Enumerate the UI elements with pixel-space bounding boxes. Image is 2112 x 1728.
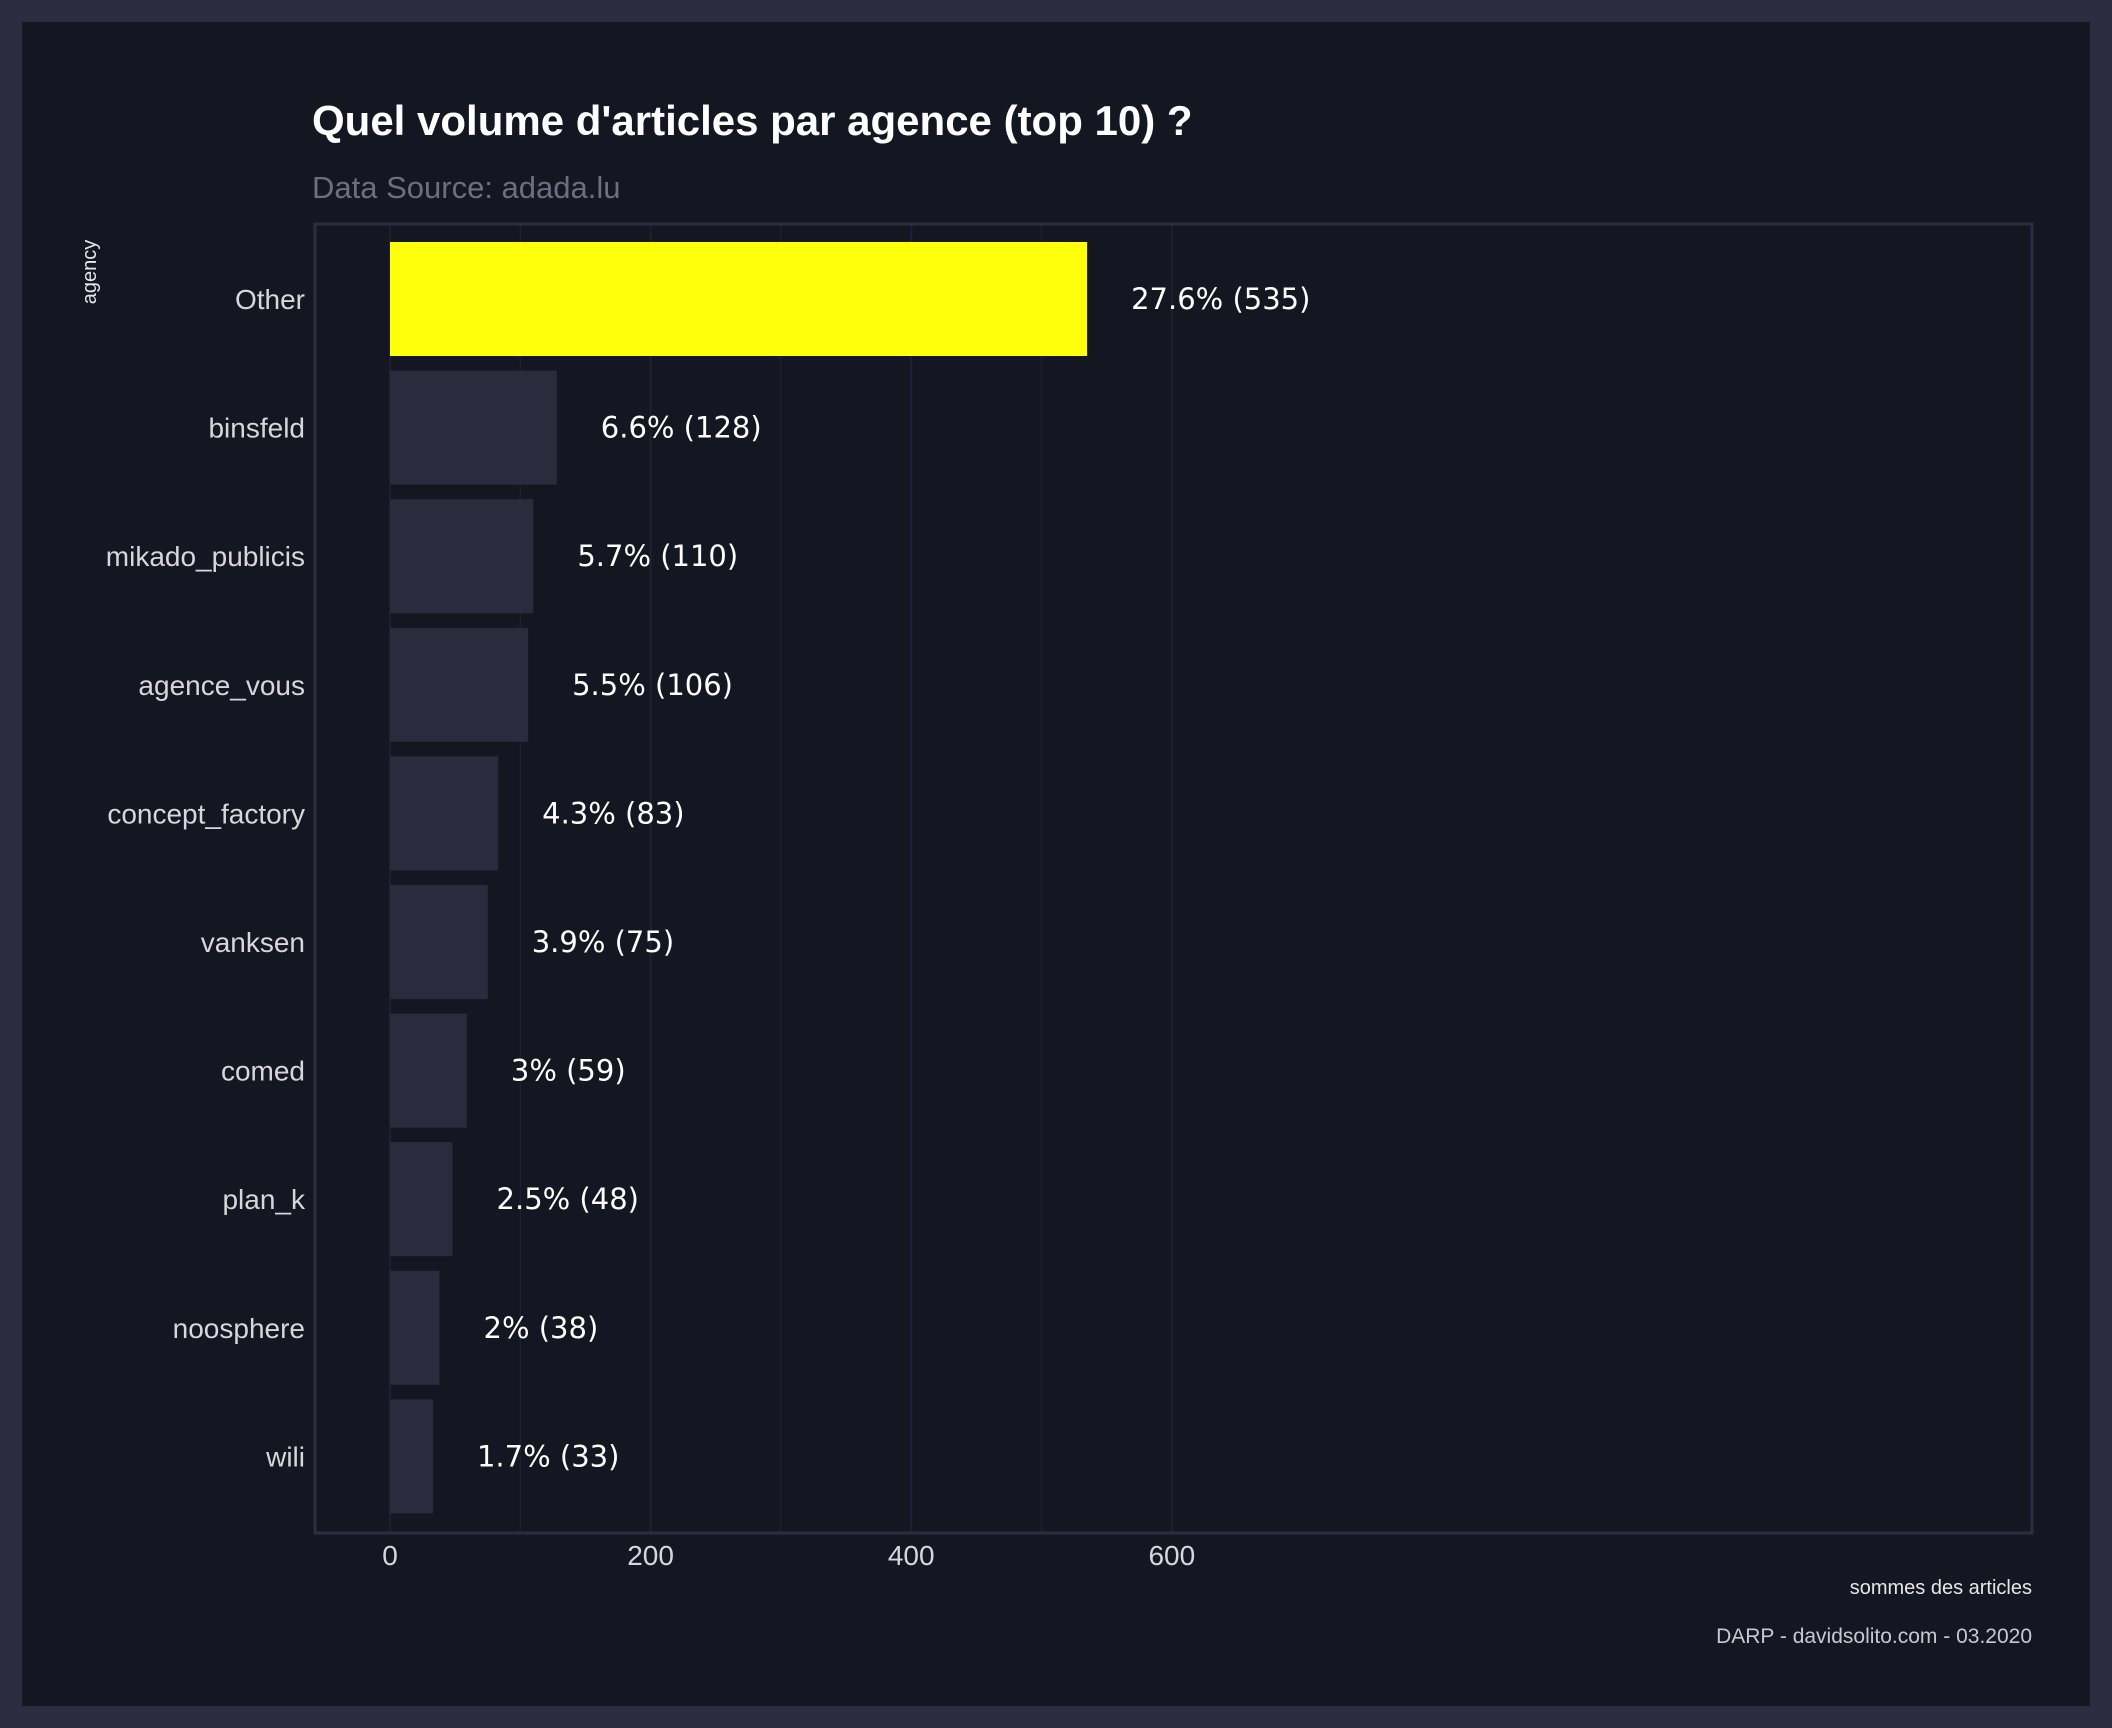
category-label: Other xyxy=(235,284,305,315)
category-label: mikado_publicis xyxy=(106,541,305,572)
category-label: binsfeld xyxy=(208,413,305,444)
data-label: 5.7% (110) xyxy=(577,539,738,573)
category-label: concept_factory xyxy=(107,798,305,829)
bar-mikado_publicis xyxy=(390,499,534,614)
bar-plan_k xyxy=(390,1142,453,1257)
data-label: 6.6% (128) xyxy=(601,411,762,445)
category-label: vanksen xyxy=(201,927,305,958)
plot-panel-border xyxy=(313,222,2034,1535)
chart-title: Quel volume d'articles par agence (top 1… xyxy=(312,97,1193,144)
data-label: 27.6% (535) xyxy=(1131,282,1310,316)
data-label: 3.9% (75) xyxy=(532,925,674,959)
category-label: noosphere xyxy=(173,1313,305,1344)
chart-frame: Quel volume d'articles par agence (top 1… xyxy=(22,22,2090,1706)
bars xyxy=(390,242,1088,1514)
chart-subtitle: Data Source: adada.lu xyxy=(312,170,621,205)
category-label: agence_vous xyxy=(138,670,305,701)
x-tick-label: 0 xyxy=(382,1540,398,1571)
bar-Other xyxy=(390,242,1088,356)
bar-binsfeld xyxy=(390,370,557,485)
data-label: 1.7% (33) xyxy=(477,1439,619,1473)
x-tick-label: 200 xyxy=(627,1540,674,1571)
bar-chart: Quel volume d'articles par agence (top 1… xyxy=(79,97,2034,1648)
bar-wili xyxy=(390,1399,433,1514)
y-axis-title: agency xyxy=(79,240,101,305)
bar-noosphere xyxy=(390,1270,440,1385)
data-label: 4.3% (83) xyxy=(542,796,684,830)
bar-concept_factory xyxy=(390,756,499,871)
bar-comed xyxy=(390,1013,467,1128)
x-tick-label: 400 xyxy=(888,1540,935,1571)
data-label: 2% (38) xyxy=(484,1311,599,1345)
data-labels: 27.6% (535) 6.6% (128) 5.7% (110) 5.5% (106… xyxy=(477,282,1310,1473)
category-label: plan_k xyxy=(222,1184,306,1215)
x-tick-label: 600 xyxy=(1148,1540,1195,1571)
category-label: wili xyxy=(265,1441,305,1472)
bar-vanksen xyxy=(390,885,488,999)
chart-caption: DARP - davidsolito.com - 03.2020 xyxy=(1716,1625,2032,1648)
category-labels: Other binsfeld mikado_publicis agence_vousc… xyxy=(106,284,306,1472)
x-axis-title: sommes des articles xyxy=(1850,1577,2032,1599)
data-label: 5.5% (106) xyxy=(572,668,733,702)
data-label: 2.5% (48) xyxy=(497,1182,639,1216)
data-label: 3% (59) xyxy=(511,1054,626,1088)
bar-agence_vous xyxy=(390,627,529,742)
category-label: comed xyxy=(221,1056,305,1087)
x-tick-labels: 0 200 400 600 xyxy=(382,1540,1195,1571)
